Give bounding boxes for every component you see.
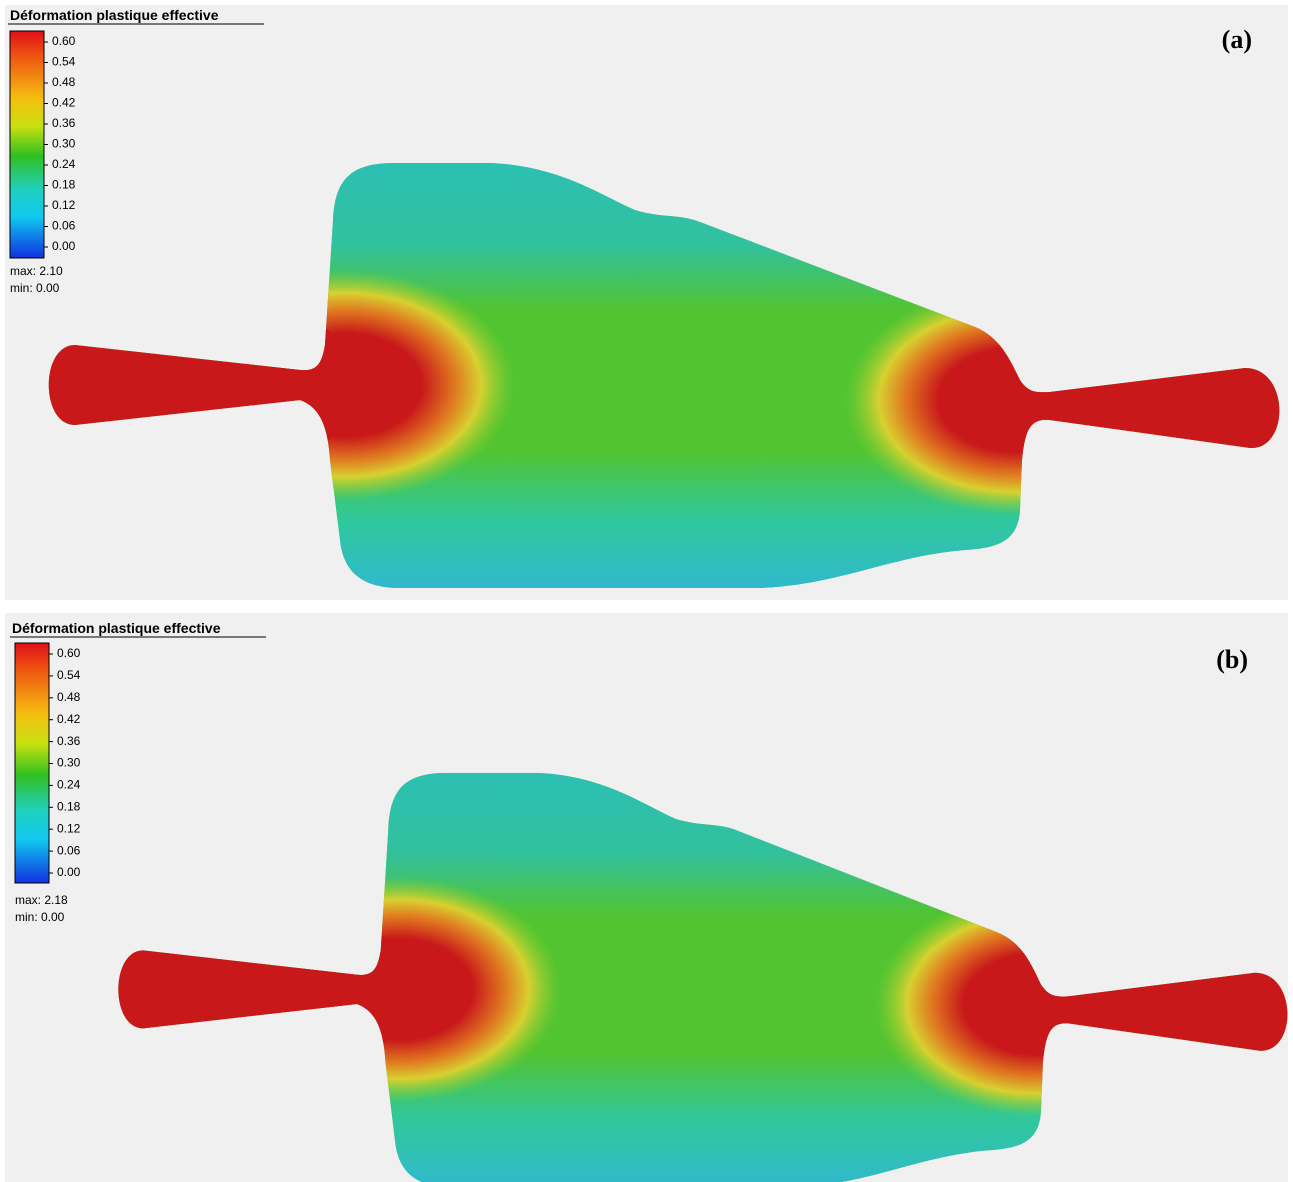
- colorbar-tick-label: 0.54: [52, 55, 76, 69]
- legend-title: Déformation plastique effective: [12, 620, 221, 636]
- colorbar-tick-label: 0.06: [52, 219, 76, 233]
- colorbar-tick-label: 0.60: [52, 34, 76, 48]
- max-value: max: 2.10: [10, 264, 63, 278]
- colorbar-tick-label: 0.54: [57, 668, 81, 682]
- colorbar-tick-label: 0.24: [57, 778, 81, 792]
- colorbar-tick-label: 0.42: [52, 96, 76, 110]
- colorbar-tick-label: 0.36: [57, 734, 81, 748]
- colorbar-tick-label: 0.12: [57, 821, 81, 835]
- colorbar: [14, 642, 50, 884]
- colorbar-tick-label: 0.30: [57, 756, 81, 770]
- colorbar-tick-label: 0.24: [52, 157, 76, 171]
- colorbar-tick-label: 0.30: [52, 137, 76, 151]
- colorbar-tick-label: 0.18: [57, 799, 81, 813]
- colorbar-tick-label: 0.06: [57, 843, 81, 857]
- colorbar-tick-label: 0.18: [52, 178, 76, 192]
- panel-label: (b): [1216, 645, 1248, 674]
- colorbar-tick-label: 0.60: [57, 646, 81, 660]
- legend-title: Déformation plastique effective: [10, 7, 219, 23]
- colorbar-tick-label: 0.12: [52, 198, 76, 212]
- colorbar-tick-label: 0.48: [52, 75, 76, 89]
- colorbar-tick-label: 0.42: [57, 712, 81, 726]
- colorbar-tick-label: 0.48: [57, 690, 81, 704]
- colorbar: [9, 30, 45, 259]
- colorbar-tick-label: 0.00: [57, 865, 81, 879]
- max-value: max: 2.18: [15, 893, 68, 907]
- colorbar-tick-label: 0.00: [52, 239, 76, 253]
- colorbar-tick-label: 0.36: [52, 116, 76, 130]
- min-value: min: 0.00: [10, 281, 60, 295]
- panel-label: (a): [1222, 25, 1252, 54]
- min-value: min: 0.00: [15, 910, 65, 924]
